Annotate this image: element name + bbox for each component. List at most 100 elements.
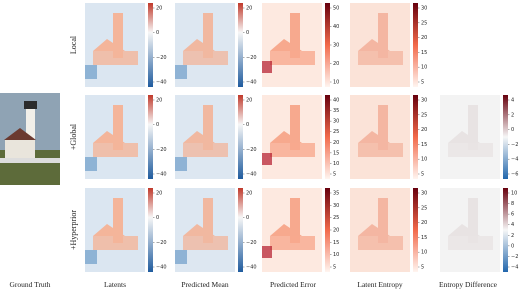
panel-structure: [270, 236, 315, 250]
colorbar: [325, 95, 330, 179]
column-label: Predicted Error: [270, 280, 317, 289]
colorbar-tick-label: 0: [156, 215, 159, 221]
colorbar-tick-label: 2: [511, 233, 514, 239]
panel-structure: [113, 105, 123, 150]
panel-structure: [93, 236, 138, 250]
colorbar: [503, 95, 508, 179]
colorbar-tick-label: 0: [511, 243, 514, 249]
panel-structure: [358, 224, 390, 236]
colorbar: [148, 188, 153, 272]
panel-structure: [183, 236, 228, 250]
colorbar-tick-label: 10: [333, 80, 339, 86]
panel-structure: [203, 105, 213, 150]
colorbar-tick-label: −20: [156, 147, 167, 153]
colorbar: [148, 95, 153, 179]
colorbar: [503, 188, 508, 272]
colorbar-tick-label: 20: [333, 61, 339, 67]
colorbar-tick-label: 6: [511, 212, 514, 218]
panel-structure: [262, 246, 272, 258]
panel-structure: [290, 105, 300, 150]
column-label: Latent Entropy: [357, 280, 402, 289]
colorbar: [325, 188, 330, 272]
colorbar-tick-label: 40: [333, 98, 339, 104]
panel-structure: [448, 224, 480, 236]
colorbar-tick-label: 35: [333, 108, 339, 114]
colorbar-tick-label: 20: [421, 127, 427, 133]
panel-structure: [468, 198, 478, 243]
panel-structure: [183, 51, 228, 65]
panel-structure: [113, 198, 123, 243]
colorbar-tick-label: −6: [511, 172, 518, 178]
colorbar-tick-label: −20: [246, 55, 257, 61]
colorbar-tick-label: 0: [156, 30, 159, 36]
colorbar-tick-label: 50: [333, 6, 339, 12]
colorbar-tick-label: −20: [156, 240, 167, 246]
panel-structure: [175, 157, 187, 171]
colorbar: [238, 3, 243, 87]
panel-structure: [93, 51, 138, 65]
colorbar-tick-label: 5: [333, 172, 336, 178]
colorbar-tick-label: −4: [511, 265, 518, 271]
colorbar-tick-label: 30: [421, 6, 427, 12]
panel-structure: [270, 131, 302, 143]
panel-structure: [270, 224, 302, 236]
colorbar-tick-label: −20: [246, 240, 257, 246]
colorbar-tick-label: 0: [156, 122, 159, 128]
colorbar-tick-label: 20: [333, 140, 339, 146]
panel-structure: [448, 131, 480, 143]
colorbar-tick-label: 5: [333, 265, 336, 271]
colorbar-tick-label: −40: [156, 172, 167, 178]
colorbar: [413, 95, 418, 179]
panel-structure: [290, 198, 300, 243]
panel-structure: [183, 143, 228, 157]
panel-structure: [262, 61, 272, 73]
colorbar-tick-label: 20: [156, 191, 162, 197]
colorbar-tick-label: −40: [246, 172, 257, 178]
panel-structure: [183, 224, 215, 236]
colorbar-tick-label: 10: [333, 252, 339, 258]
colorbar-tick-label: −2: [511, 254, 518, 260]
column-label: Latents: [104, 280, 126, 289]
panel-structure: [358, 236, 403, 250]
colorbar-tick-label: 20: [421, 220, 427, 226]
panel-structure: [175, 250, 187, 264]
colorbar: [325, 3, 330, 87]
panel-structure: [448, 143, 493, 157]
panel-structure: [378, 13, 388, 58]
panel-structure: [270, 51, 315, 65]
panel-structure: [93, 224, 125, 236]
colorbar-tick-label: 20: [156, 6, 162, 12]
column-label: Entropy Difference: [439, 280, 498, 289]
panel-structure: [270, 39, 302, 51]
panel-structure: [203, 13, 213, 58]
panel-structure: [85, 157, 97, 171]
panel-structure: [175, 65, 187, 79]
ground-truth-image: [0, 93, 60, 185]
colorbar-tick-label: 0: [511, 127, 514, 133]
panel-structure: [93, 131, 125, 143]
panel-structure: [448, 236, 493, 250]
colorbar-tick-label: 5: [421, 265, 424, 271]
colorbar-tick-label: 15: [421, 50, 427, 56]
colorbar-tick-label: 15: [333, 150, 339, 156]
column-label: Predicted Mean: [181, 280, 229, 289]
colorbar-tick-label: −20: [156, 55, 167, 61]
colorbar-tick-label: 10: [511, 191, 517, 197]
colorbar-tick-label: 10: [333, 161, 339, 167]
colorbar-tick-label: −2: [511, 142, 518, 148]
colorbar: [148, 3, 153, 87]
colorbar-tick-label: 0: [246, 122, 249, 128]
colorbar-tick-label: −20: [246, 147, 257, 153]
colorbar-tick-label: 4: [511, 222, 514, 228]
colorbar-tick-label: 8: [511, 201, 514, 207]
colorbar: [238, 95, 243, 179]
panel-structure: [378, 198, 388, 243]
panel-structure: [183, 39, 215, 51]
panel-structure: [85, 65, 97, 79]
colorbar-tick-label: 15: [421, 235, 427, 241]
row-label: Local: [69, 35, 78, 54]
colorbar-tick-label: 25: [421, 112, 427, 118]
colorbar: [413, 188, 418, 272]
panel-structure: [113, 13, 123, 58]
